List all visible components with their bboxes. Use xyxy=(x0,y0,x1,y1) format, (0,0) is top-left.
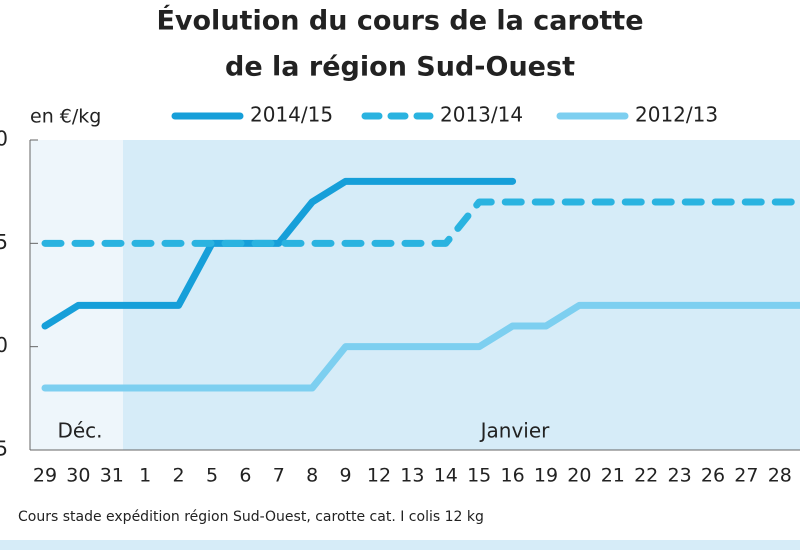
x-tick-label: 27 xyxy=(734,465,758,487)
y-tick-label: 0 xyxy=(0,127,8,151)
legend-label: 2014/15 xyxy=(250,103,333,127)
x-tick-label: 12 xyxy=(367,465,391,487)
chart-title: Évolution du cours de la carotte xyxy=(156,5,643,37)
x-tick-label: 22 xyxy=(634,465,658,487)
y-tick-label: 0 xyxy=(0,333,8,357)
note: Cours stade expédition région Sud-Ouest,… xyxy=(18,509,484,525)
legend-label: 2013/14 xyxy=(440,103,523,127)
x-tick-label: 13 xyxy=(400,465,424,487)
plot-area xyxy=(123,140,800,450)
x-tick-label: 16 xyxy=(501,465,525,487)
x-tick-label: 1 xyxy=(139,465,151,487)
month-label: Déc. xyxy=(57,419,102,443)
x-tick-label: 2 xyxy=(173,465,185,487)
x-tick-label: 15 xyxy=(467,465,491,487)
x-tick-label: 7 xyxy=(273,465,285,487)
x-tick-label: 23 xyxy=(668,465,692,487)
chart-title: de la région Sud-Ouest xyxy=(225,52,575,83)
x-tick-label: 26 xyxy=(701,465,725,487)
series-line xyxy=(41,177,517,330)
unit-label: en €/kg xyxy=(30,106,101,128)
x-tick-label: 31 xyxy=(100,465,124,487)
x-tick-label: 30 xyxy=(66,465,90,487)
x-tick-label: 19 xyxy=(534,465,558,487)
x-tick-label: 28 xyxy=(768,465,792,487)
y-tick-label: 5 xyxy=(0,230,8,254)
x-tick-label: 8 xyxy=(306,465,318,487)
y-tick-label: 5 xyxy=(0,437,8,461)
series-line xyxy=(41,198,800,247)
x-tick-label: 14 xyxy=(434,465,458,487)
x-tick-label: 29 xyxy=(33,465,57,487)
x-tick-label: 5 xyxy=(206,465,218,487)
x-tick-label: 21 xyxy=(601,465,625,487)
x-tick-label: 20 xyxy=(567,465,591,487)
series-line xyxy=(41,301,800,392)
month-label: Janvier xyxy=(479,419,551,443)
x-tick-label: 6 xyxy=(239,465,251,487)
legend-label: 2012/13 xyxy=(635,103,718,127)
footer-bar xyxy=(0,540,800,550)
x-tick-label: 9 xyxy=(340,465,352,487)
